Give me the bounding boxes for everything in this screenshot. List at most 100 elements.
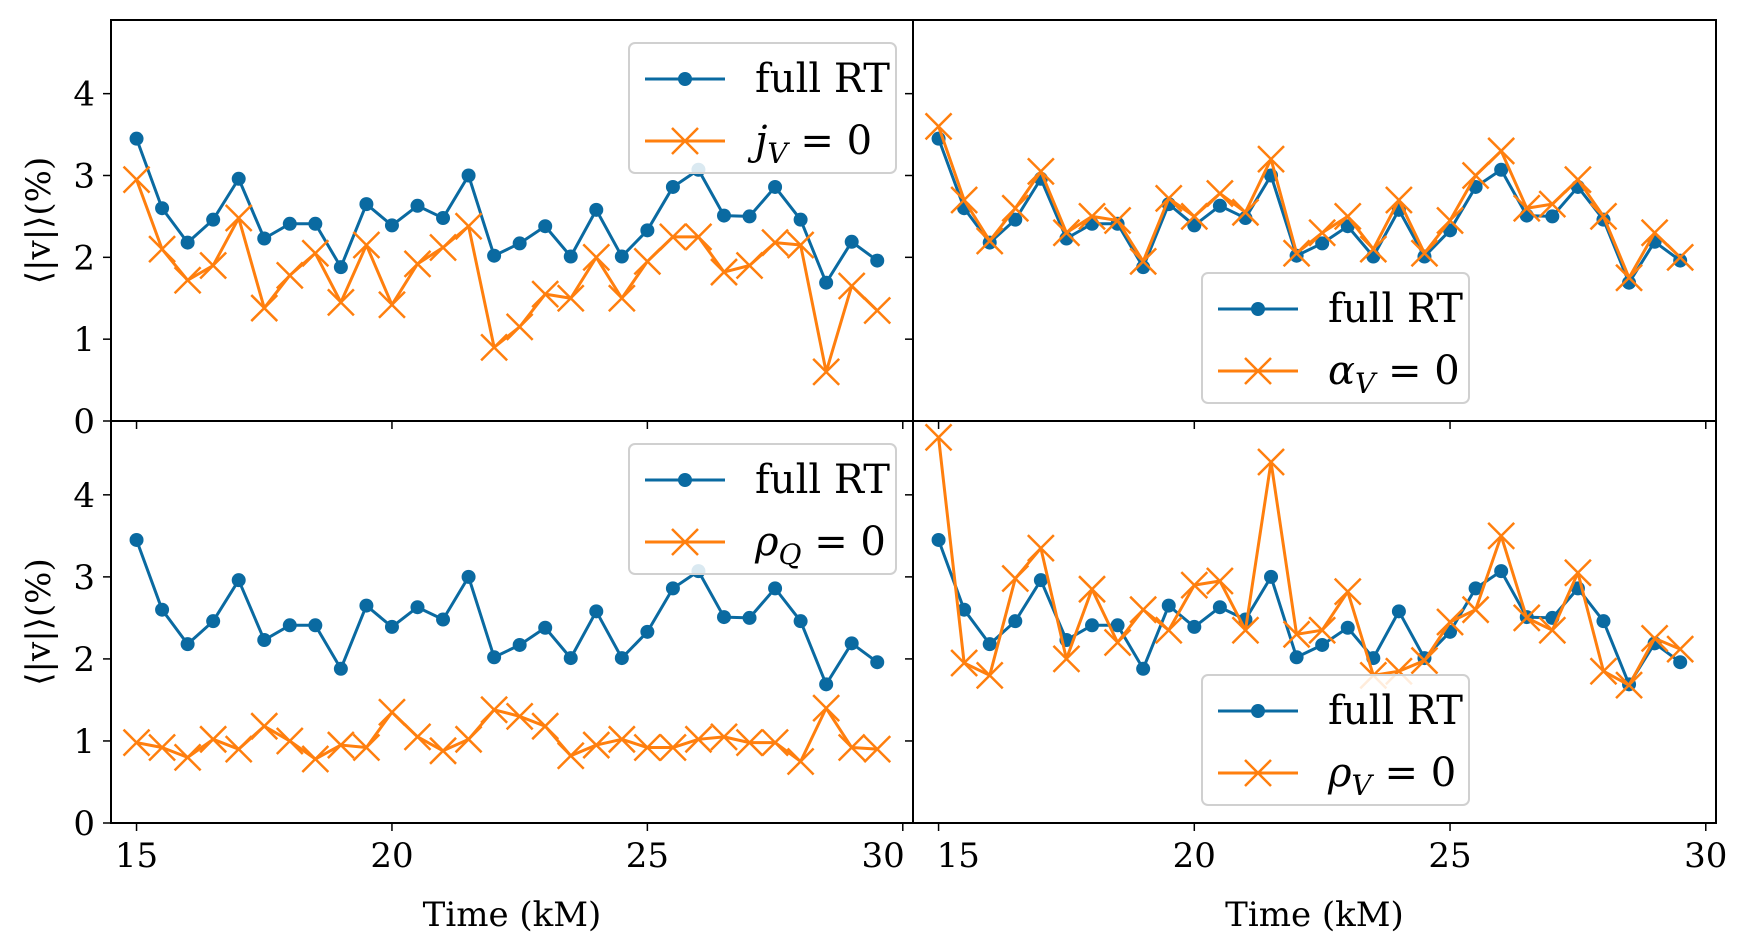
data-point-full-rt xyxy=(359,598,374,613)
data-point-ablated xyxy=(173,743,202,772)
data-point-full-rt xyxy=(333,661,348,676)
legend: full RT αV = 0 xyxy=(1201,272,1470,404)
data-point-ablated xyxy=(224,735,253,764)
panel-frame xyxy=(912,420,1717,824)
data-point-ablated xyxy=(1589,202,1618,231)
x-tick-label: 20 xyxy=(1173,836,1216,876)
y-tick-label: 4 xyxy=(73,476,95,516)
legend-marker-ablated xyxy=(671,528,699,556)
legend: full RT ρQ = 0 xyxy=(628,443,897,575)
data-point-full-rt xyxy=(768,581,783,596)
data-point-ablated xyxy=(1154,616,1183,645)
data-point-ablated xyxy=(148,235,176,264)
data-point-full-rt xyxy=(384,619,399,634)
data-point-full-rt xyxy=(1366,249,1381,264)
x-tick-label: 25 xyxy=(1428,836,1471,876)
data-point-full-rt xyxy=(1187,218,1202,233)
data-point-full-rt xyxy=(1494,564,1509,579)
data-point-full-rt xyxy=(1391,604,1406,619)
data-point-ablated xyxy=(1078,575,1106,604)
data-point-full-rt xyxy=(129,131,144,146)
data-point-full-rt xyxy=(155,201,170,216)
data-point-full-rt xyxy=(614,651,629,666)
data-point-full-rt xyxy=(1673,655,1688,670)
data-point-ablated xyxy=(1052,218,1081,247)
data-point-ablated xyxy=(1666,243,1695,272)
y-tick-label: 4 xyxy=(73,75,95,115)
y-tick-label: 3 xyxy=(73,558,95,598)
panel-top-left: 0 1 2 3 4 ⟨|v|⟩(%) full RT jV = 0 xyxy=(19,19,914,442)
x-tick-label: 25 xyxy=(626,836,669,876)
data-point-full-rt xyxy=(359,197,374,212)
data-point-ablated xyxy=(352,733,381,762)
data-point-ablated xyxy=(761,728,789,757)
data-point-full-rt xyxy=(793,212,808,227)
data-point-full-rt xyxy=(231,573,246,588)
data-point-ablated xyxy=(812,694,841,723)
data-point-ablated xyxy=(582,731,611,759)
data-point-full-rt xyxy=(1085,618,1100,633)
data-point-full-rt xyxy=(1212,600,1227,615)
data-point-ablated xyxy=(863,296,892,325)
legend-label-full-rt: full RT xyxy=(755,56,890,102)
data-point-full-rt xyxy=(1264,569,1279,584)
data-point-ablated xyxy=(1436,206,1464,235)
data-point-ablated xyxy=(1052,645,1081,673)
data-point-ablated xyxy=(199,251,228,280)
data-point-ablated xyxy=(1640,624,1669,653)
data-point-ablated xyxy=(1436,608,1464,636)
data-point-full-rt xyxy=(206,614,221,629)
data-point-ablated xyxy=(1129,247,1158,276)
data-point-full-rt xyxy=(231,171,246,186)
data-point-ablated xyxy=(454,212,483,241)
data-point-full-rt xyxy=(819,677,834,692)
y-tick-label: 1 xyxy=(73,320,95,360)
data-point-full-rt xyxy=(1212,198,1227,213)
data-point-ablated xyxy=(1257,448,1285,476)
data-point-ablated xyxy=(684,222,713,251)
legend-label-full-rt: full RT xyxy=(1328,286,1463,332)
data-point-full-rt xyxy=(589,604,604,619)
data-point-ablated xyxy=(1026,157,1055,186)
legend-label-ablated: jV = 0 xyxy=(747,118,872,170)
data-point-ablated xyxy=(454,725,483,754)
data-point-full-rt xyxy=(844,636,859,651)
data-point-full-rt xyxy=(1110,618,1125,633)
legend-label-full-rt: full RT xyxy=(1328,688,1463,734)
x-tick-label: 30 xyxy=(862,836,905,876)
data-point-ablated xyxy=(1538,190,1567,219)
data-point-full-rt xyxy=(1622,275,1637,290)
data-point-full-rt xyxy=(1340,620,1355,635)
data-point-full-rt xyxy=(1417,249,1432,264)
data-point-full-rt xyxy=(410,600,425,615)
y-tick-label: 2 xyxy=(73,238,95,278)
panel-top-right: full RT αV = 0 xyxy=(905,19,1717,429)
data-point-ablated xyxy=(863,735,892,764)
data-point-ablated xyxy=(1282,620,1311,649)
data-point-ablated xyxy=(556,741,585,770)
data-point-ablated xyxy=(403,722,432,751)
data-point-ablated xyxy=(403,249,432,278)
data-point-ablated xyxy=(1461,595,1490,624)
data-point-ablated xyxy=(1333,577,1362,606)
y-axis-label: ⟨|v|⟩(%) xyxy=(19,157,59,284)
y-tick-label: 2 xyxy=(73,640,95,680)
data-point-ablated xyxy=(1410,239,1439,268)
data-point-ablated xyxy=(250,712,279,741)
data-point-full-rt xyxy=(844,234,859,249)
legend-marker-full-rt xyxy=(678,72,692,86)
data-point-ablated xyxy=(1231,198,1260,227)
data-point-ablated xyxy=(429,233,457,262)
data-point-ablated xyxy=(786,747,815,776)
data-point-full-rt xyxy=(1315,637,1330,652)
y-tick-label: 0 xyxy=(73,804,95,844)
data-point-full-rt xyxy=(487,650,502,665)
legend-label-ablated: αV = 0 xyxy=(1328,348,1460,400)
data-point-ablated xyxy=(326,731,355,759)
data-point-ablated xyxy=(1410,646,1439,675)
data-point-ablated xyxy=(659,222,687,251)
data-point-ablated xyxy=(326,288,355,317)
data-point-full-rt xyxy=(333,260,348,275)
data-point-full-rt xyxy=(512,236,527,251)
data-point-ablated xyxy=(1001,194,1030,223)
